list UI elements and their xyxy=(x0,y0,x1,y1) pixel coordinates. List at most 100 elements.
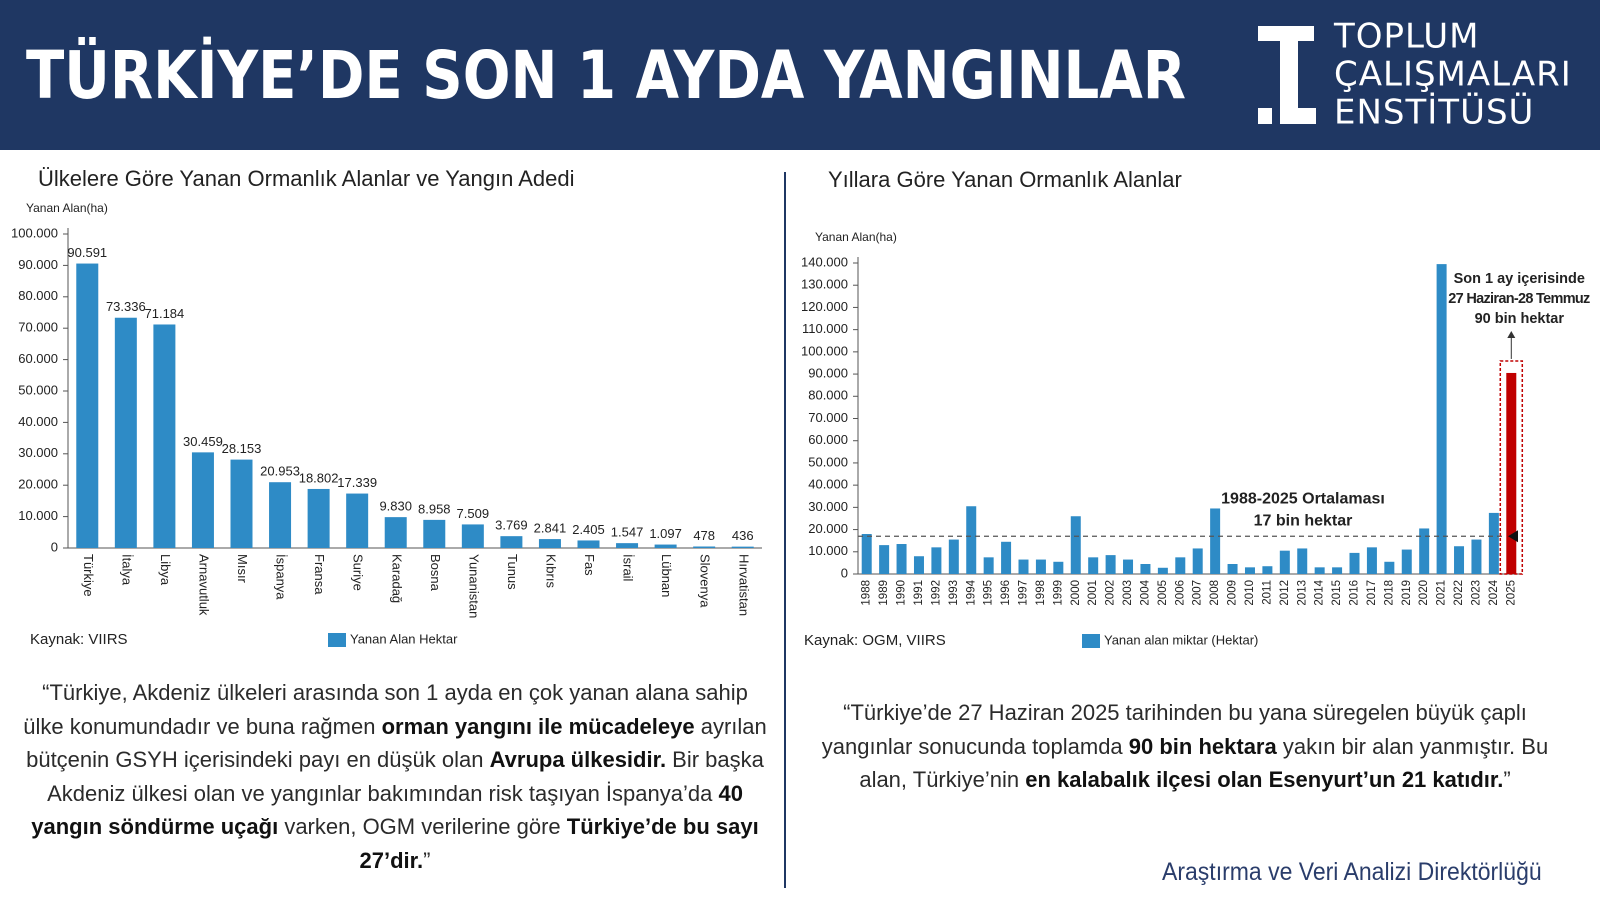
header-title: TÜRKİYE’DE SON 1 AYDA YANGINLAR xyxy=(26,37,1186,114)
bar xyxy=(1070,516,1081,574)
bar xyxy=(538,539,561,548)
bar xyxy=(191,452,214,548)
y-tick-label: 100.000 xyxy=(11,225,58,240)
y-tick-label: 40.000 xyxy=(808,477,848,492)
y-tick-label: 110.000 xyxy=(802,321,848,336)
bar xyxy=(1105,555,1116,574)
x-tick-label: 2022 xyxy=(1453,580,1465,606)
value-label: 2.841 xyxy=(534,521,567,536)
x-tick-label: 2021 xyxy=(1436,580,1448,606)
reference-label: 17 bin hektar xyxy=(1254,512,1353,529)
x-tick-label: 2025 xyxy=(1505,580,1517,606)
x-tick-label: 2020 xyxy=(1418,580,1430,606)
x-tick-label: 1997 xyxy=(1018,580,1030,606)
value-label: 30.459 xyxy=(183,434,223,449)
annotation-text: 27 Haziran-28 Temmuz xyxy=(1448,291,1590,307)
bar xyxy=(1123,559,1134,574)
bar xyxy=(153,324,176,548)
y-tick-label: 20.000 xyxy=(808,521,848,536)
x-tick-label: 2024 xyxy=(1488,579,1500,605)
x-tick-label: Türkiye xyxy=(81,554,96,597)
x-tick-label: 2013 xyxy=(1296,580,1308,606)
quote-text: ayrılan bütçenin GSYH içerisindeki payı … xyxy=(26,713,767,773)
source: Kaynak: OGM, VIIRS xyxy=(804,632,946,649)
x-tick-label: 2011 xyxy=(1261,580,1273,605)
bar xyxy=(1035,559,1046,574)
x-tick-label: 2009 xyxy=(1227,580,1239,606)
bar xyxy=(983,557,994,574)
value-label: 73.336 xyxy=(106,299,146,314)
value-label: 90.591 xyxy=(67,245,107,260)
bar xyxy=(461,524,484,548)
bar xyxy=(931,547,942,574)
bar xyxy=(1140,564,1151,574)
logo-text: ÇALIŞMALARI xyxy=(1334,55,1572,95)
quote-left: “Türkiye, Akdeniz ülkeleri arasında son … xyxy=(20,676,770,877)
value-label: 1.547 xyxy=(611,525,644,540)
source: Kaynak: VIIRS xyxy=(30,631,128,648)
y-tick-label: 50.000 xyxy=(808,454,848,469)
reference-label: 1988-2025 Ortalaması xyxy=(1221,490,1385,507)
bar xyxy=(1401,549,1412,574)
bar xyxy=(1157,567,1168,574)
bar xyxy=(1471,539,1482,574)
y-tick-label: 30.000 xyxy=(808,499,848,514)
x-tick-label: Hırvatistan xyxy=(736,554,751,616)
x-tick-label: 2015 xyxy=(1331,580,1343,606)
legend-label: Yanan Alan Hektar xyxy=(350,631,458,646)
x-tick-label: Fransa xyxy=(312,554,327,595)
x-tick-label: 2012 xyxy=(1279,580,1291,606)
value-label: 436 xyxy=(732,528,754,543)
quote-right: “Türkiye’de 27 Haziran 2025 tarihinden b… xyxy=(815,696,1555,797)
x-tick-label: 2002 xyxy=(1105,580,1117,606)
bar xyxy=(1488,512,1499,574)
quote-bold: 40 yangın söndürme uçağı xyxy=(31,780,743,840)
x-tick-label: 2005 xyxy=(1157,580,1169,606)
value-label: 28.153 xyxy=(222,441,262,456)
value-label: 17.339 xyxy=(337,475,377,490)
bar xyxy=(423,519,446,548)
x-tick-label: Arnavutluk xyxy=(197,554,212,616)
bar xyxy=(307,488,330,548)
bar xyxy=(1053,561,1064,574)
x-tick-label: Libya xyxy=(158,554,173,586)
bar xyxy=(114,317,137,548)
bar xyxy=(577,540,600,548)
x-tick-label: 1993 xyxy=(948,580,960,606)
x-tick-label: İspanya xyxy=(274,554,289,600)
quote-text: Bir başka Akdeniz ülkesi olan ve yangınl… xyxy=(47,747,764,806)
y-tick-label: 10.000 xyxy=(18,508,58,523)
x-tick-label: 1995 xyxy=(983,580,995,606)
bar xyxy=(384,517,407,548)
x-tick-label: 2014 xyxy=(1314,579,1326,605)
bar xyxy=(693,546,716,548)
x-tick-label: İtalya xyxy=(119,554,134,586)
value-label: 18.802 xyxy=(299,470,339,485)
chart-title: Yıllara Göre Yanan Ormanlık Alanlar xyxy=(828,167,1182,192)
bar xyxy=(654,544,677,548)
y-tick-label: 50.000 xyxy=(18,382,58,397)
y-tick-label: 90.000 xyxy=(808,366,848,381)
x-tick-label: 1990 xyxy=(896,580,908,606)
value-label: 9.830 xyxy=(379,499,412,514)
x-tick-label: 2016 xyxy=(1349,580,1361,606)
bar xyxy=(861,534,872,574)
x-tick-label: 1999 xyxy=(1052,580,1064,606)
x-tick-label: Lübnan xyxy=(659,554,674,597)
bar xyxy=(1175,557,1186,574)
value-label: 20.953 xyxy=(260,464,300,479)
y-tick-label: 100.000 xyxy=(801,343,848,358)
x-tick-label: Kıbrıs xyxy=(544,554,559,588)
header-band xyxy=(0,0,1600,150)
bar xyxy=(1349,552,1360,574)
quote-bold: Türkiye’de bu sayı 27’dir. xyxy=(359,814,759,873)
bar xyxy=(879,545,890,574)
x-tick-label: 1988 xyxy=(861,580,873,606)
quote-text: “Türkiye, Akdeniz ülkeleri arasında son … xyxy=(23,680,748,739)
bar xyxy=(1332,567,1343,574)
footer: Araştırma ve Veri Analizi Direktörlüğü xyxy=(1162,858,1542,886)
bar xyxy=(616,543,639,548)
bar xyxy=(269,482,292,548)
x-tick-label: 1998 xyxy=(1035,580,1047,606)
value-label: 1.097 xyxy=(649,526,682,541)
